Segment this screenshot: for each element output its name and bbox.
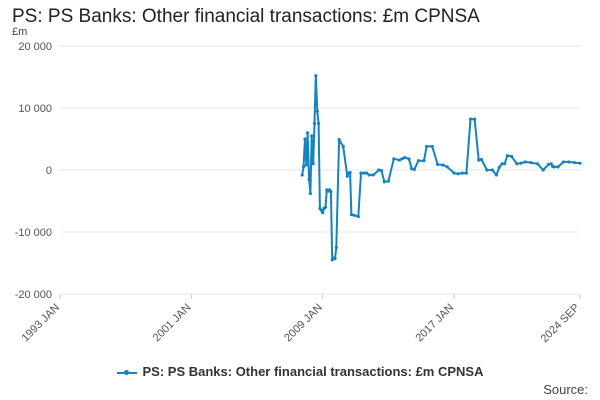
y-tick-label: -10 000	[15, 227, 52, 239]
chart-legend[interactable]: PS: PS Banks: Other financial transactio…	[0, 364, 600, 379]
data-point[interactable]	[379, 169, 384, 173]
data-point[interactable]	[341, 144, 345, 149]
data-point[interactable]	[572, 160, 577, 165]
data-point[interactable]	[477, 158, 481, 162]
data-point[interactable]	[494, 173, 499, 177]
data-point[interactable]	[364, 171, 369, 175]
data-point[interactable]	[552, 165, 556, 169]
data-point[interactable]	[345, 174, 349, 178]
data-point[interactable]	[503, 162, 507, 166]
data-point[interactable]	[561, 160, 566, 164]
x-tick-label: 2017 JAN	[414, 302, 457, 345]
x-axis-ticks: 1993 JAN 2001 JAN 2009 JAN 2017 JAN 2024 SEP	[19, 294, 582, 345]
y-tick-label: -20 000	[15, 289, 52, 301]
y-tick-label: 20 000	[18, 41, 52, 53]
data-point[interactable]	[397, 158, 401, 162]
data-point[interactable]	[485, 168, 489, 172]
data-point[interactable]	[578, 161, 582, 165]
y-tick-label: 10 000	[18, 103, 52, 115]
data-point[interactable]	[541, 168, 545, 172]
data-point[interactable]	[314, 74, 318, 78]
data-point[interactable]	[452, 171, 456, 175]
data-point[interactable]	[436, 162, 440, 167]
data-point[interactable]	[371, 173, 375, 177]
data-point[interactable]	[303, 137, 307, 141]
data-point[interactable]	[505, 154, 510, 158]
data-point[interactable]	[321, 211, 325, 215]
data-point[interactable]	[445, 165, 449, 169]
data-point[interactable]	[472, 117, 477, 121]
data-point[interactable]	[306, 131, 310, 135]
data-point[interactable]	[441, 163, 445, 167]
data-point[interactable]	[456, 172, 460, 176]
data-point[interactable]	[333, 257, 337, 261]
series-layer[interactable]	[300, 74, 582, 262]
x-tick-label: 2001 JAN	[151, 302, 194, 345]
data-point[interactable]	[422, 159, 426, 163]
data-point[interactable]	[352, 213, 356, 217]
data-point[interactable]	[310, 134, 314, 138]
data-point[interactable]	[468, 117, 473, 121]
data-point[interactable]	[509, 154, 514, 158]
chart-title: PS: PS Banks: Other financial transactio…	[12, 6, 480, 27]
data-point[interactable]	[546, 162, 551, 167]
data-point[interactable]	[400, 157, 404, 161]
data-point[interactable]	[430, 144, 434, 149]
data-point[interactable]	[348, 170, 352, 175]
data-point[interactable]	[416, 159, 421, 163]
data-point[interactable]	[377, 168, 381, 172]
data-point[interactable]	[549, 162, 553, 166]
data-point[interactable]	[312, 121, 317, 126]
data-point[interactable]	[317, 121, 321, 126]
data-point[interactable]	[412, 167, 416, 171]
data-point[interactable]	[490, 168, 494, 172]
data-point[interactable]	[308, 191, 312, 196]
source-label: Source:	[543, 382, 588, 397]
data-point[interactable]	[337, 138, 341, 142]
data-point[interactable]	[304, 163, 308, 167]
data-point[interactable]	[319, 208, 323, 212]
data-point[interactable]	[301, 165, 306, 169]
data-point[interactable]	[403, 156, 407, 160]
data-point[interactable]	[323, 205, 328, 209]
data-point[interactable]	[356, 214, 360, 219]
data-point[interactable]	[307, 177, 311, 181]
data-point[interactable]	[392, 157, 396, 161]
y-axis-ticks: 20 000 10 000 0 -10 000 -20 000	[15, 41, 52, 301]
data-point[interactable]	[479, 157, 484, 162]
data-point[interactable]	[567, 160, 571, 164]
data-point[interactable]	[523, 160, 527, 164]
data-point[interactable]	[535, 162, 540, 166]
data-point[interactable]	[410, 167, 414, 171]
data-point[interactable]	[362, 171, 366, 175]
y-axis-unit-label: £m	[12, 26, 28, 38]
data-point[interactable]	[464, 171, 468, 175]
data-point[interactable]	[359, 171, 363, 175]
data-point[interactable]	[334, 245, 338, 250]
data-point[interactable]	[329, 190, 333, 194]
data-point[interactable]	[497, 165, 501, 170]
data-point[interactable]	[556, 165, 560, 169]
data-point[interactable]	[529, 160, 533, 165]
x-tick-label: 2009 JAN	[282, 302, 325, 345]
data-point[interactable]	[315, 109, 319, 113]
data-point[interactable]	[300, 173, 304, 177]
y-tick-label: 0	[46, 165, 52, 177]
data-point[interactable]	[425, 144, 429, 149]
data-point[interactable]	[386, 179, 390, 183]
legend-label: PS: PS Banks: Other financial transactio…	[142, 364, 484, 379]
data-point[interactable]	[519, 161, 523, 165]
data-point[interactable]	[460, 171, 464, 175]
x-tick-label: 2024 SEP	[539, 302, 583, 346]
legend-swatch	[116, 369, 137, 375]
data-point[interactable]	[500, 162, 504, 166]
data-point[interactable]	[382, 180, 386, 184]
data-point[interactable]	[311, 162, 315, 166]
data-point[interactable]	[515, 162, 519, 166]
x-tick-label: 1993 JAN	[19, 302, 62, 345]
data-point[interactable]	[407, 157, 411, 161]
data-point[interactable]	[367, 173, 371, 177]
data-point[interactable]	[349, 213, 354, 217]
